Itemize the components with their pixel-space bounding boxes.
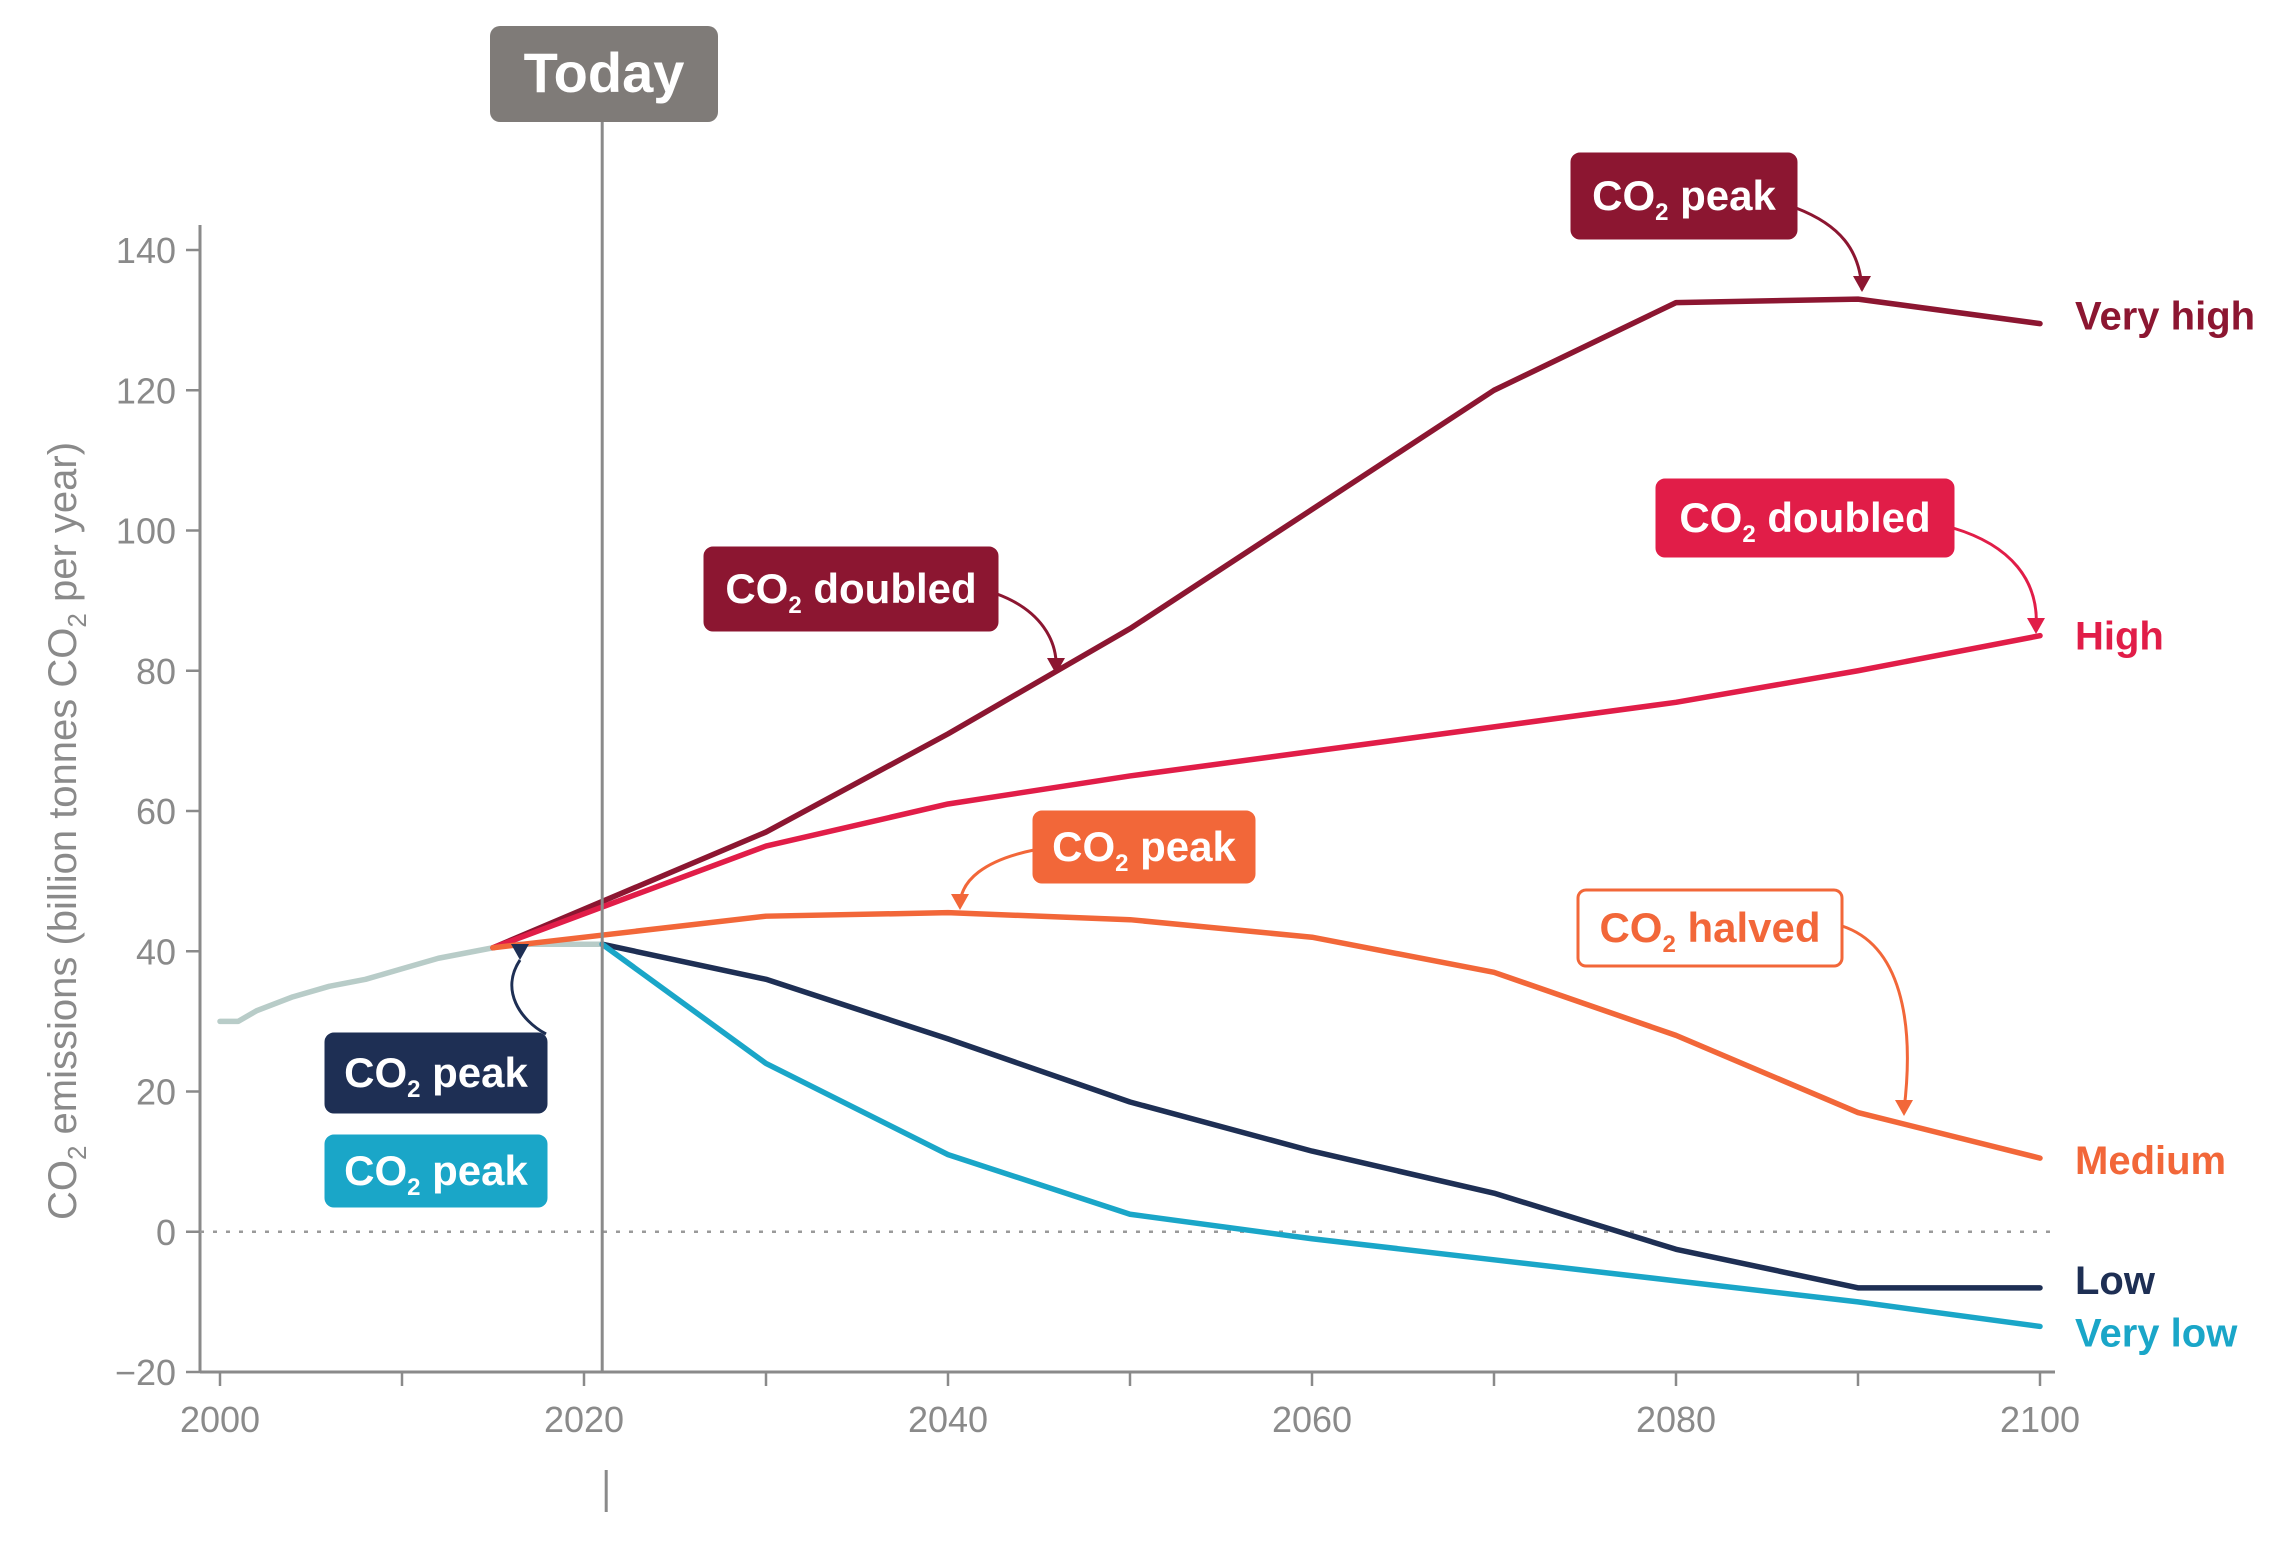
annotation-box: CO2 peak (951, 810, 1256, 910)
arrowhead-icon (2027, 618, 2045, 634)
arrowhead-icon (1853, 276, 1871, 292)
annotation-box-bg (1032, 810, 1256, 884)
today-marker: Today (490, 26, 718, 1512)
y-tick-label: 140 (116, 230, 176, 271)
annotation-text: CO2 peak (344, 1049, 528, 1103)
y-tick-label: 20 (136, 1072, 176, 1113)
arrowhead-icon (511, 944, 529, 960)
y-tick-label: 60 (136, 791, 176, 832)
annotation-arrow (996, 592, 1058, 671)
annotation-text: CO2 doubled (725, 565, 976, 619)
x-tick-label: 2100 (2000, 1399, 2080, 1440)
y-axis-label: CO2 emissions (billion tonnes CO2 per ye… (41, 442, 92, 1220)
annotation-box: CO2 doubled (703, 546, 1065, 674)
series-line-high (490, 632, 2043, 951)
annotation-box-bg (324, 1134, 548, 1208)
annotation-box-bg (324, 1032, 548, 1114)
series-layer: Very high High Medium Low Very low (217, 295, 2255, 1355)
today-badge (490, 26, 718, 122)
annotation-text: CO2 peak (1052, 823, 1236, 877)
annotation-arrow (1841, 924, 1909, 1111)
annotation-box-bg (1570, 152, 1798, 240)
annotation-layer: CO2 peak CO2 doubled CO2 doubled CO2 peak CO… (324, 152, 2045, 1208)
annotation-text: CO2 peak (344, 1147, 528, 1201)
annotation-arrow (1795, 206, 1864, 291)
annotation-box: CO2 peak (1570, 152, 1871, 292)
today-label: Today (524, 41, 685, 104)
x-tick-label: 2000 (180, 1399, 260, 1440)
series-label: Low (2075, 1259, 2156, 1303)
x-tick-label: 2020 (544, 1399, 624, 1440)
y-tick-label: −20 (115, 1352, 176, 1393)
y-tick-label: 40 (136, 931, 176, 972)
y-tick-label: 0 (156, 1212, 176, 1253)
annotation-box-bg (703, 546, 999, 632)
series-line-very-high (490, 296, 2043, 951)
annotation-box-bg (1655, 478, 1955, 558)
annotation-text: CO2 halved (1599, 904, 1820, 958)
annotation-arrow (1952, 526, 2038, 631)
annotation-box-bg (1576, 888, 1844, 968)
x-tick-label: 2040 (908, 1399, 988, 1440)
annotation-arrow (958, 848, 1035, 907)
arrowhead-icon (951, 894, 969, 910)
series-line-low (599, 941, 2043, 1291)
annotation-box: CO2 doubled (1655, 478, 2045, 634)
series-label: High (2075, 615, 2164, 659)
y-tick-label: 80 (136, 651, 176, 692)
historical-line (217, 941, 605, 1025)
series-label: Very high (2075, 295, 2255, 339)
y-tick-label: 100 (116, 511, 176, 552)
series-line-very-low (599, 941, 2043, 1330)
series-line-medium (490, 909, 2043, 1161)
series-label: Medium (2075, 1139, 2226, 1183)
annotation-box: CO2 peak (324, 1134, 548, 1208)
y-tick-label: 120 (116, 370, 176, 411)
annotation-arrow (510, 959, 547, 1036)
x-tick-label: 2080 (1636, 1399, 1716, 1440)
arrowhead-icon (1047, 658, 1065, 674)
annotation-box: CO2 halved (1576, 888, 1913, 1116)
arrowhead-icon (1895, 1100, 1913, 1116)
annotation-text: CO2 doubled (1679, 494, 1930, 548)
x-tick-label: 2060 (1272, 1399, 1352, 1440)
annotation-text: CO2 peak (1592, 172, 1776, 226)
series-label: Very low (2075, 1311, 2238, 1355)
annotation-box: CO2 peak (324, 944, 548, 1114)
